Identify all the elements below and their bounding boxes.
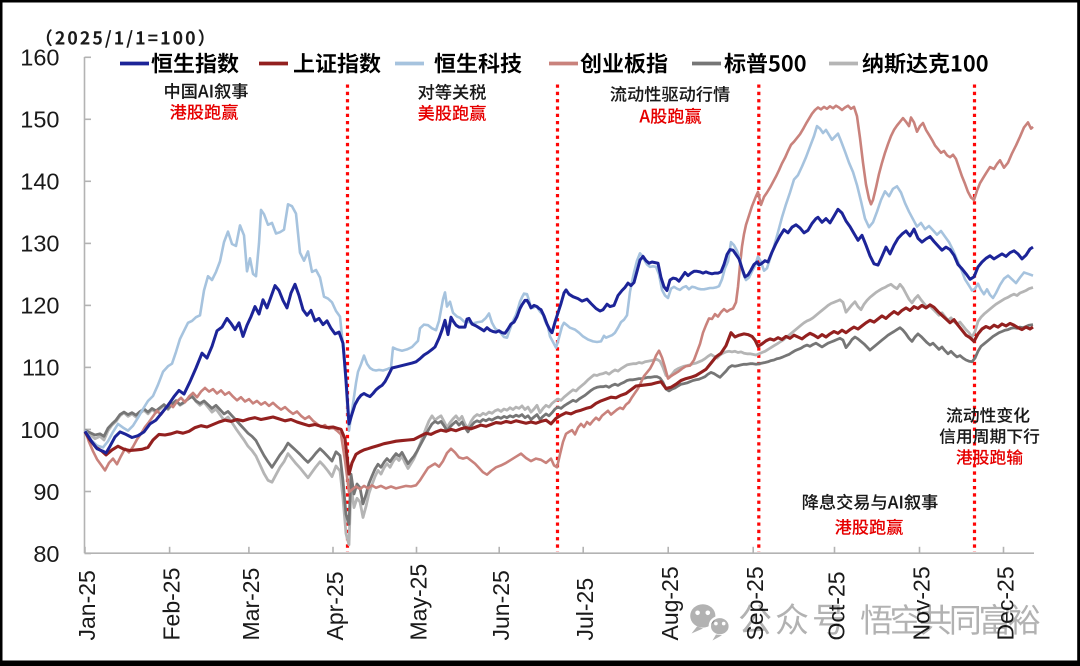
svg-text:Dec-25: Dec-25 [993, 566, 1019, 640]
svg-text:Aug-25: Aug-25 [657, 566, 683, 640]
svg-text:Oct-25: Oct-25 [824, 571, 850, 640]
svg-text:150: 150 [20, 107, 59, 133]
svg-text:May-25: May-25 [406, 564, 432, 641]
svg-text:Nov-25: Nov-25 [909, 566, 935, 640]
svg-text:Sep-25: Sep-25 [742, 566, 768, 640]
svg-text:Jan-25: Jan-25 [74, 570, 100, 640]
svg-text:Feb-25: Feb-25 [159, 568, 185, 641]
svg-text:Mar-25: Mar-25 [238, 568, 264, 641]
svg-text:160: 160 [20, 45, 59, 71]
svg-text:Jun-25: Jun-25 [488, 570, 514, 640]
svg-text:110: 110 [22, 355, 59, 381]
svg-text:80: 80 [33, 541, 59, 567]
svg-text:130: 130 [20, 231, 59, 257]
svg-text:140: 140 [20, 169, 59, 195]
svg-text:Apr-25: Apr-25 [322, 571, 348, 640]
svg-text:100: 100 [20, 417, 59, 443]
svg-text:Jul-25: Jul-25 [572, 578, 598, 641]
svg-text:90: 90 [33, 479, 59, 505]
svg-text:120: 120 [20, 293, 59, 319]
